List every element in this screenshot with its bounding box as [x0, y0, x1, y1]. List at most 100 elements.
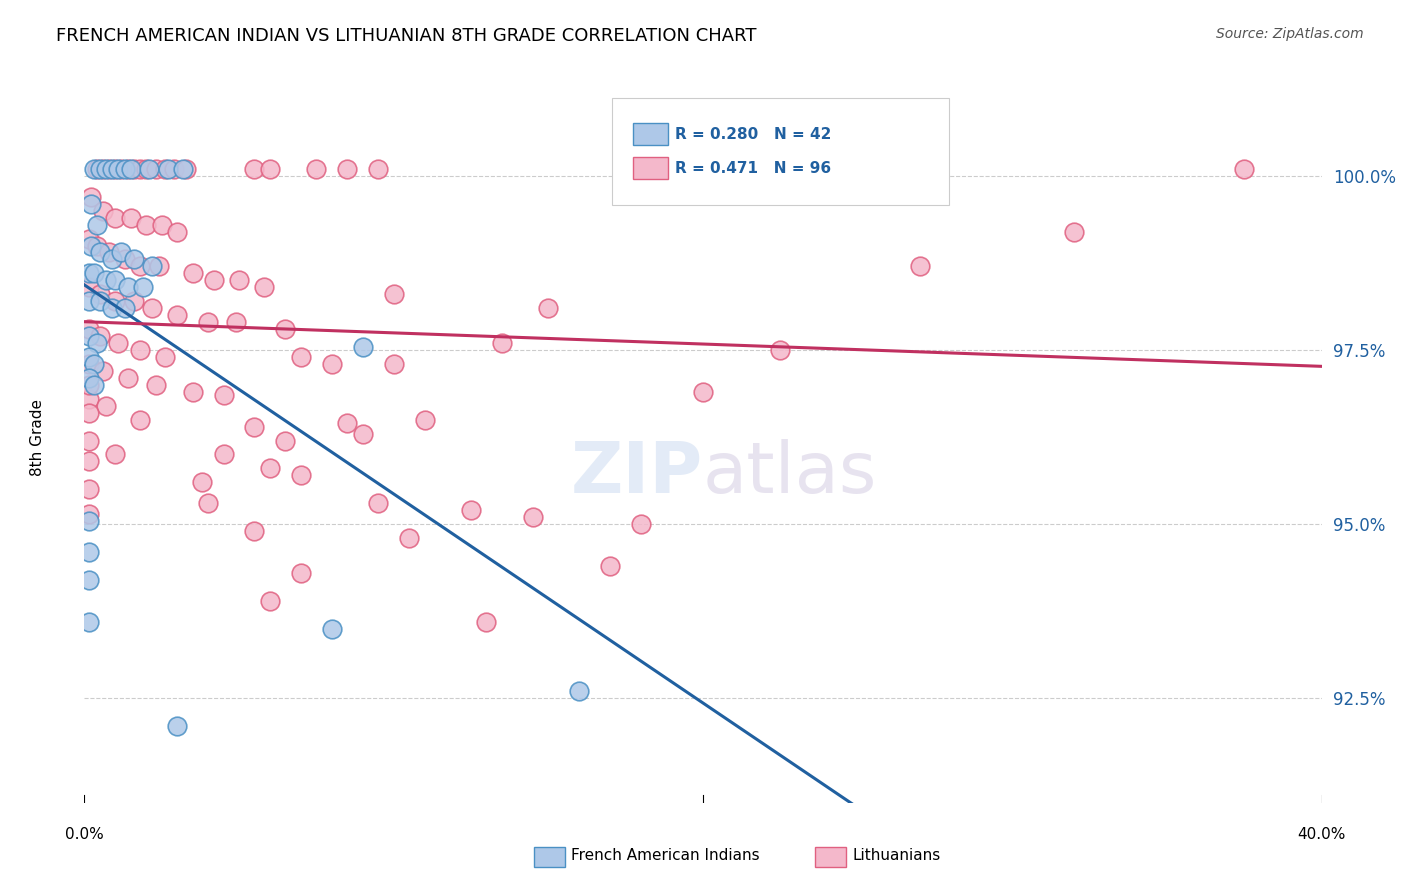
- Point: [336, 416, 359, 430]
- Point: [122, 252, 145, 267]
- Point: [117, 371, 139, 385]
- Point: [846, 161, 869, 176]
- Point: [77, 266, 100, 280]
- Text: French American Indians: French American Indians: [571, 848, 759, 863]
- Point: [107, 336, 129, 351]
- Text: R = 0.471   N = 96: R = 0.471 N = 96: [675, 161, 831, 176]
- Point: [150, 218, 173, 232]
- Point: [114, 301, 136, 316]
- Point: [101, 252, 124, 267]
- Text: Source: ZipAtlas.com: Source: ZipAtlas.com: [1216, 27, 1364, 41]
- Point: [122, 294, 145, 309]
- Point: [79, 196, 101, 211]
- Point: [83, 161, 105, 176]
- Point: [122, 161, 145, 176]
- Point: [77, 322, 100, 336]
- Point: [197, 496, 219, 510]
- Point: [129, 161, 152, 176]
- Point: [352, 426, 374, 441]
- Point: [107, 161, 129, 176]
- Point: [181, 266, 204, 280]
- Point: [568, 684, 591, 698]
- Text: Lithuanians: Lithuanians: [852, 848, 941, 863]
- Point: [630, 517, 652, 532]
- Point: [129, 412, 152, 426]
- Point: [197, 315, 219, 329]
- Point: [321, 622, 343, 636]
- Point: [89, 245, 111, 260]
- Point: [253, 280, 276, 294]
- Point: [181, 384, 204, 399]
- Point: [1233, 161, 1256, 176]
- Point: [145, 377, 167, 392]
- Text: R = 0.280   N = 42: R = 0.280 N = 42: [675, 128, 831, 142]
- Point: [367, 161, 389, 176]
- Point: [908, 260, 931, 274]
- Point: [135, 161, 157, 176]
- Point: [176, 161, 198, 176]
- Point: [101, 301, 124, 316]
- Point: [120, 211, 142, 225]
- Point: [104, 161, 127, 176]
- Point: [156, 161, 179, 176]
- Point: [202, 273, 225, 287]
- Point: [212, 448, 235, 462]
- Point: [89, 294, 111, 309]
- Point: [135, 218, 157, 232]
- Point: [91, 161, 114, 176]
- Point: [77, 294, 100, 309]
- Point: [382, 357, 405, 371]
- Point: [132, 280, 155, 294]
- Point: [117, 161, 139, 176]
- Point: [191, 475, 214, 490]
- Point: [79, 238, 101, 252]
- Point: [110, 161, 132, 176]
- Point: [104, 211, 127, 225]
- Text: 0.0%: 0.0%: [65, 827, 104, 842]
- Point: [141, 260, 163, 274]
- Point: [79, 190, 101, 204]
- Point: [77, 507, 100, 521]
- Point: [77, 545, 100, 559]
- Point: [228, 273, 250, 287]
- Point: [94, 399, 117, 413]
- Point: [212, 388, 235, 402]
- Point: [94, 273, 117, 287]
- Point: [290, 350, 312, 364]
- Point: [259, 161, 281, 176]
- Point: [243, 419, 266, 434]
- Point: [475, 615, 498, 629]
- Point: [274, 322, 297, 336]
- Point: [166, 225, 188, 239]
- Point: [77, 377, 100, 392]
- Point: [352, 339, 374, 353]
- Point: [321, 357, 343, 371]
- Point: [77, 231, 100, 245]
- Point: [91, 364, 114, 378]
- Point: [104, 294, 127, 309]
- Point: [460, 503, 482, 517]
- Point: [166, 719, 188, 733]
- Point: [83, 266, 105, 280]
- Point: [148, 260, 170, 274]
- Point: [77, 483, 100, 497]
- Point: [413, 412, 436, 426]
- Point: [290, 468, 312, 483]
- Point: [754, 161, 776, 176]
- Point: [129, 343, 152, 357]
- Point: [522, 510, 544, 524]
- Point: [86, 218, 108, 232]
- Point: [91, 203, 114, 218]
- Point: [89, 329, 111, 343]
- Point: [172, 161, 194, 176]
- Point: [537, 301, 560, 316]
- Point: [259, 594, 281, 608]
- Point: [83, 357, 105, 371]
- Point: [77, 454, 100, 468]
- Point: [77, 350, 100, 364]
- Point: [86, 161, 108, 176]
- Text: ZIP: ZIP: [571, 439, 703, 508]
- Point: [692, 384, 714, 399]
- Point: [129, 260, 152, 274]
- Point: [599, 558, 621, 573]
